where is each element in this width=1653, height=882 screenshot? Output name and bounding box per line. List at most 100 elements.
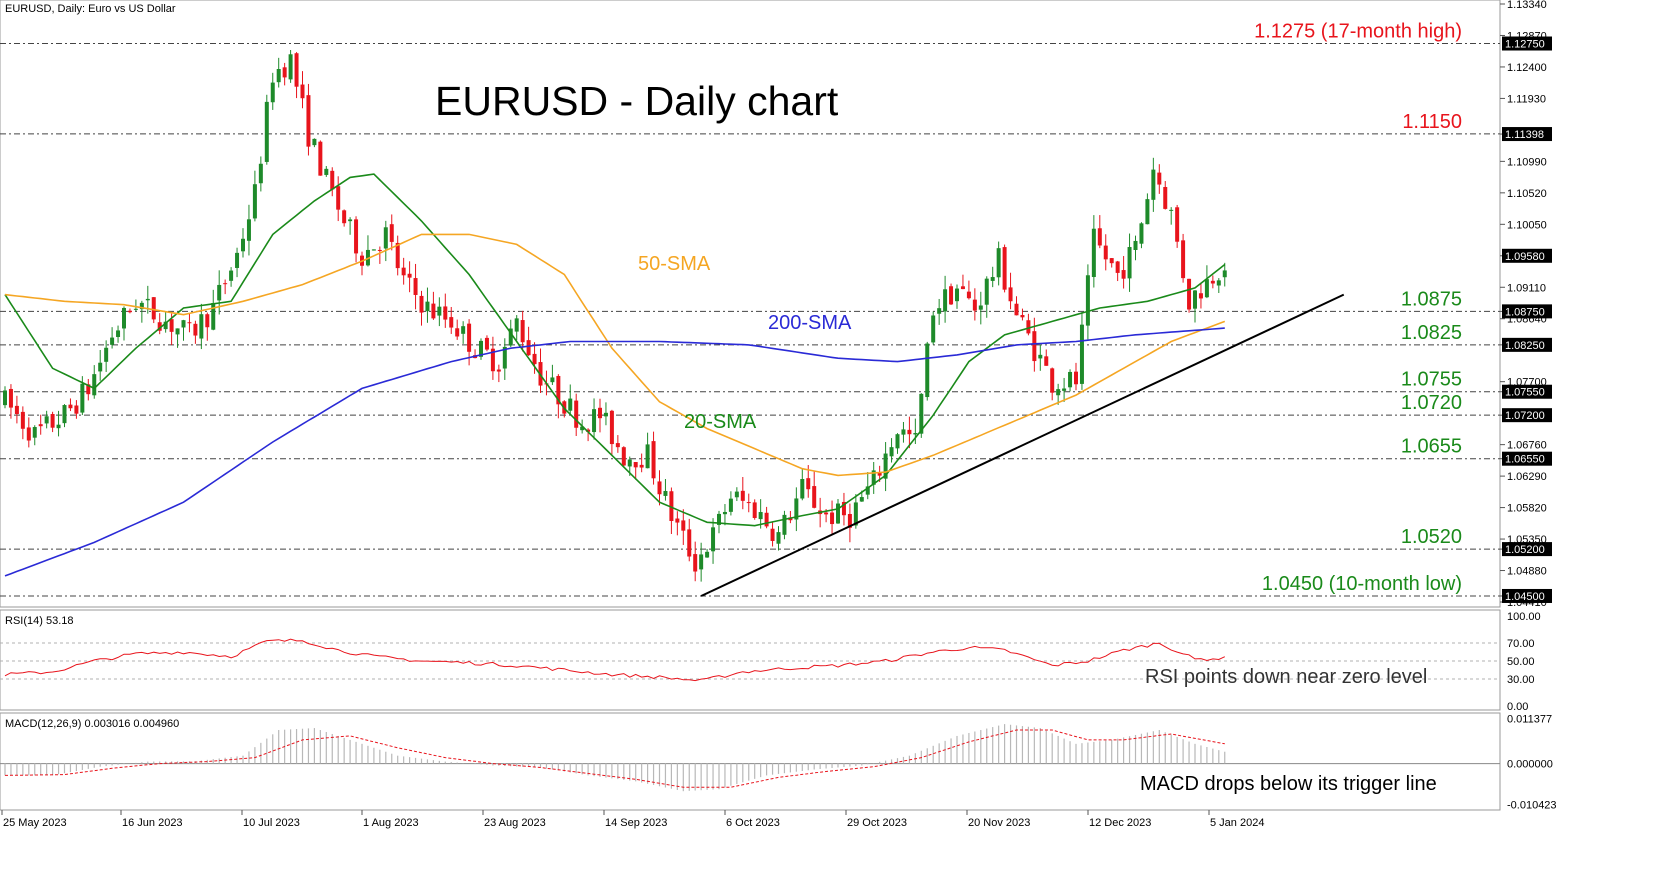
price-tick-label: 1.10990 <box>1507 156 1547 168</box>
candle-body <box>526 340 531 356</box>
candle-body <box>1181 240 1186 279</box>
candle-body <box>354 219 359 254</box>
rsi-tick-label: 30.00 <box>1507 674 1535 686</box>
candle-body <box>3 390 7 406</box>
candle-body <box>1079 324 1084 384</box>
candle-body <box>972 299 977 311</box>
price-tag <box>1502 304 1552 319</box>
candle-body <box>568 398 573 411</box>
candle-body <box>110 337 115 345</box>
time-tick-label: 16 Jun 2023 <box>122 817 183 829</box>
candle-body <box>127 310 132 313</box>
price-tick-label: 1.11930 <box>1507 93 1546 105</box>
candle-body <box>425 301 430 312</box>
candle-body <box>717 513 721 525</box>
price-tag-label: 1.07550 <box>1505 387 1545 399</box>
candle-body <box>1145 199 1150 225</box>
candle-body <box>687 529 692 557</box>
candle-body <box>20 411 25 429</box>
rsi-annotation: RSI points down near zero level <box>1145 666 1427 688</box>
price-tag <box>1502 248 1552 263</box>
level-label: 1.1275 (17-month high) <box>1254 21 1462 43</box>
candle-body <box>1038 354 1043 359</box>
candle-body <box>865 486 870 495</box>
candle-body <box>913 433 918 435</box>
candle-body <box>401 267 406 276</box>
rsi-indicator: 100.00 70.00 50.00 30.00 0.00 <box>0 611 1541 713</box>
macd-tick-label: 0.011377 <box>1507 714 1552 726</box>
candle-body <box>812 486 817 508</box>
price-tag <box>1502 408 1552 423</box>
candle-body <box>1032 331 1037 362</box>
candle-body <box>574 400 579 428</box>
candle-body <box>586 429 591 432</box>
price-tag <box>1502 451 1552 466</box>
candle-body <box>205 314 210 328</box>
candle-body <box>978 305 983 310</box>
candle-body <box>419 295 424 313</box>
level-label: 1.0875 <box>1401 288 1462 310</box>
candle-body <box>907 429 912 435</box>
candle-body <box>342 210 347 224</box>
candle-body <box>1151 169 1156 200</box>
candle-body <box>871 470 876 485</box>
candle-body <box>550 377 555 383</box>
candle-body <box>824 512 829 515</box>
candle-body <box>592 409 597 433</box>
candle-body <box>830 512 835 525</box>
candle-body <box>377 249 382 251</box>
price-tag-label: 1.08750 <box>1505 306 1545 318</box>
candle-body <box>508 328 513 346</box>
candle-body <box>383 227 388 249</box>
price-tick-label: 1.04880 <box>1507 566 1547 578</box>
price-axis: 1.133401.128701.124001.119301.113981.109… <box>1500 0 1552 609</box>
sma200-label: 200-SMA <box>768 312 852 334</box>
price-tick-label: 1.06760 <box>1507 440 1547 452</box>
candle-body <box>235 252 240 268</box>
candle-body <box>151 297 156 320</box>
candle-body <box>1204 279 1209 298</box>
candle-body <box>859 497 864 502</box>
moving-averages <box>4 173 1345 597</box>
candle-body <box>800 478 805 499</box>
price-tick-label: 1.13340 <box>1507 0 1547 11</box>
candle-body <box>306 95 311 147</box>
candle-body <box>139 302 144 310</box>
candle-body <box>395 242 400 269</box>
candle-body <box>675 518 680 523</box>
candle-body <box>14 405 19 415</box>
price-tag <box>1502 588 1552 603</box>
candle-body <box>122 307 126 329</box>
candle-body <box>1091 228 1096 278</box>
price-tag-label: 1.11398 <box>1505 129 1544 141</box>
candle-body <box>1020 315 1025 318</box>
candle-body <box>1109 258 1114 264</box>
20-sma-line <box>4 173 1226 527</box>
candle-body <box>895 434 900 449</box>
time-tick-label: 5 Jan 2024 <box>1210 817 1264 829</box>
candle-body <box>431 303 436 319</box>
candle-body <box>490 348 495 372</box>
candle-body <box>1050 368 1055 393</box>
candle-body <box>104 347 109 362</box>
candle-body <box>62 405 67 424</box>
candle-body <box>937 308 942 314</box>
level-label: 1.0720 <box>1401 392 1462 414</box>
candle-body <box>1074 371 1078 385</box>
candle-body <box>32 427 37 438</box>
candle-body <box>252 184 257 219</box>
price-tag-label: 1.09580 <box>1505 251 1545 263</box>
candle-body <box>1026 320 1031 334</box>
candle-body <box>246 219 251 241</box>
candle-body <box>609 410 614 445</box>
candle-body <box>806 478 811 490</box>
candle-body <box>1222 270 1227 278</box>
candle-body <box>449 317 454 328</box>
candle-body <box>746 502 751 504</box>
time-tick-label: 25 May 2023 <box>3 817 67 829</box>
candle-body <box>86 384 91 395</box>
candle-body <box>639 464 644 468</box>
candle-body <box>145 298 150 301</box>
